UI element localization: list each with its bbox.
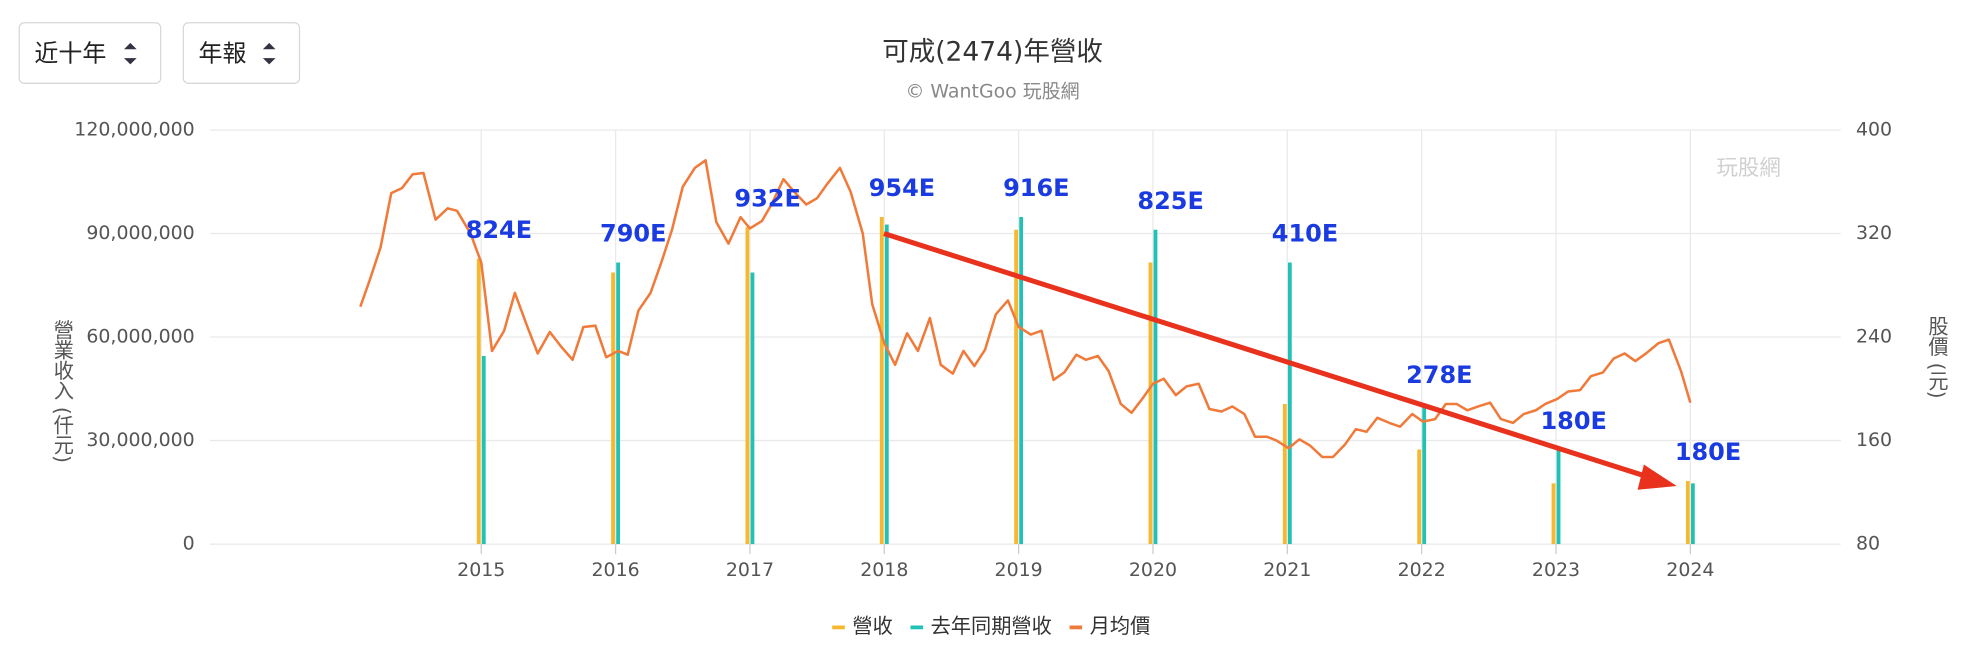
x-tick-label: 2018 (860, 559, 908, 581)
annotation: 180E (1675, 438, 1741, 466)
dropdown-label[interactable]: 近十年 (34, 39, 106, 67)
annotation: 825E (1137, 187, 1203, 215)
bar (616, 262, 621, 545)
y-tick-label: 120,000,000 (74, 119, 194, 141)
bar (1417, 449, 1422, 545)
legend-label: 去年同期營收 (931, 614, 1052, 638)
bar (745, 227, 750, 545)
plot-area: 0 30,000,000 60,000,000 90,000,000 120,000,0… (74, 119, 1892, 582)
annotation: 278E (1406, 361, 1472, 389)
bar (611, 272, 615, 545)
bar (1282, 403, 1287, 545)
y2-tick-label: 320 (1856, 222, 1892, 244)
dropdown-box[interactable] (182, 22, 301, 84)
annotation: 410E (1272, 220, 1338, 248)
annotation: 932E (734, 185, 800, 213)
annotation: 180E (1540, 407, 1606, 435)
x-tick-label: 2016 (592, 559, 640, 581)
y-tick-label: 30,000,000 (86, 429, 194, 451)
trend-arrow (883, 231, 1677, 490)
y2-tick-label: 80 (1856, 533, 1880, 555)
bar (481, 356, 486, 545)
x-tick-label: 2019 (995, 559, 1043, 581)
legend: 營收 去年同期營收 月均價 (832, 614, 1150, 638)
y-axis-title: 營業收入 (仟元) (50, 319, 74, 463)
y2-tick-label: 160 (1856, 429, 1892, 451)
arrow-head (1637, 464, 1677, 490)
bar (1019, 216, 1024, 545)
y-tick-label: 60,000,000 (86, 326, 194, 348)
bar (884, 224, 889, 545)
bar (1153, 229, 1158, 545)
dropdown-label[interactable]: 年報 (199, 39, 247, 67)
bar (1556, 449, 1561, 545)
bar (1685, 480, 1690, 545)
legend-label: 營收 (852, 614, 892, 638)
price-line (359, 159, 1692, 459)
x-tick-label: 2015 (457, 559, 505, 581)
bar (476, 258, 481, 545)
y2-tick-label: 400 (1856, 119, 1892, 141)
y-tick-label: 90,000,000 (86, 222, 194, 244)
y-tick-label: 0 (183, 533, 195, 555)
dropdown-icon[interactable] (124, 42, 137, 65)
annotation: 916E (1003, 174, 1069, 202)
y2-axis-title: 股價 (元) (1925, 316, 1949, 399)
arrow-shaft (883, 231, 1650, 480)
x-tick-label: 2020 (1129, 559, 1177, 581)
bar (1148, 262, 1153, 545)
x-tick-label: 2021 (1263, 559, 1311, 581)
bar (1690, 483, 1695, 545)
annotation: 824E (466, 216, 532, 244)
y2-tick-label: 240 (1856, 326, 1892, 348)
bar (1287, 262, 1292, 545)
bar (1551, 483, 1556, 545)
bar (1422, 403, 1427, 545)
dropdown-icon[interactable] (262, 42, 276, 65)
annotation: 790E (600, 220, 666, 248)
legend-label: 月均價 (1090, 614, 1151, 638)
chart-title: 可成(2474)年營收 (882, 37, 1103, 68)
x-tick-label: 2024 (1666, 559, 1714, 581)
x-tick-label: 2017 (726, 559, 774, 581)
x-tick-label: 2023 (1532, 559, 1580, 581)
watermark: 玩股網 (1716, 156, 1780, 181)
x-tick-label: 2022 (1398, 559, 1446, 581)
bar (879, 216, 884, 545)
bar (750, 272, 755, 545)
report-dropdown[interactable]: 年報 (182, 22, 301, 84)
annotation: 954E (869, 174, 935, 202)
range-dropdown[interactable]: 近十年 (18, 22, 162, 84)
chart-subtitle: © WantGoo 玩股網 (906, 81, 1080, 103)
bar (1014, 229, 1018, 545)
dropdown-box[interactable] (18, 22, 162, 84)
